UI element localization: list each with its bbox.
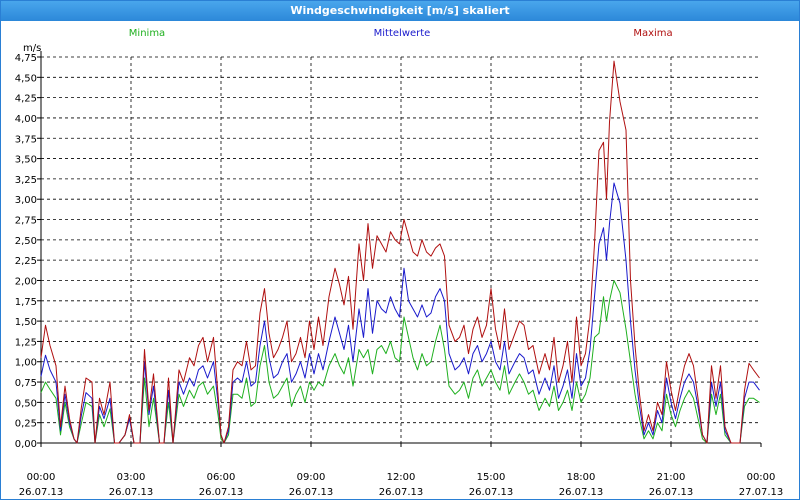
- series-line-maxima: [40, 60, 760, 444]
- y-tick-label: 2,25: [15, 256, 37, 267]
- wind-speed-chart: 0,00 0,25 0,50 0,75 1,00 1,25 1,50 1,75 2,00 2,25…: [15, 28, 784, 498]
- y-tick-label: 3,00: [15, 195, 37, 206]
- legend-entry-mittelwerte: Mittelwerte: [374, 28, 431, 39]
- y-tick-label: 0,75: [15, 378, 37, 389]
- y-tick-label: 4,50: [15, 73, 37, 84]
- x-tick-date: 26.07.13: [559, 487, 604, 498]
- x-tick-date: 26.07.13: [469, 487, 514, 498]
- axes: 0,00 0,25 0,50 0,75 1,00 1,25 1,50 1,75 2,00 2,25…: [15, 43, 784, 498]
- y-tick-label: 1,00: [15, 358, 37, 369]
- y-tick-label: 4,25: [15, 94, 37, 105]
- x-tick-time: 12:00: [387, 472, 416, 483]
- x-tick-time: 03:00: [117, 472, 146, 483]
- y-tick-label: 2,00: [15, 276, 37, 287]
- y-tick-label: 3,75: [15, 134, 37, 145]
- x-tick-date: 26.07.13: [379, 487, 424, 498]
- y-tick-label: 0,50: [15, 398, 37, 409]
- y-tick-label: 4,00: [15, 114, 37, 125]
- window-title: Windgeschwindigkeit [m/s] skaliert: [1, 1, 799, 21]
- x-tick-time: 00:00: [27, 472, 56, 483]
- x-tick-time: 18:00: [567, 472, 596, 483]
- x-tick-date: 26.07.13: [289, 487, 334, 498]
- legend-entry-minima: Minima: [129, 28, 165, 39]
- y-tick-label: 3,25: [15, 175, 37, 186]
- y-tick-label: 1,50: [15, 317, 37, 328]
- x-tick-time: 15:00: [477, 472, 506, 483]
- x-tick-time: 21:00: [657, 472, 686, 483]
- x-tick-date: 26.07.13: [649, 487, 694, 498]
- x-tick-date: 26.07.13: [109, 487, 154, 498]
- x-tick-date: 26.07.13: [19, 487, 64, 498]
- legend: Minima Mittelwerte Maxima: [129, 28, 673, 39]
- x-tick-time: 09:00: [297, 472, 326, 483]
- grid: [41, 56, 761, 444]
- series-lines: [40, 60, 760, 444]
- y-tick-label: 1,25: [15, 337, 37, 348]
- x-tick-date: 27.07.13: [739, 487, 784, 498]
- y-tick-label: 4,75: [15, 53, 37, 64]
- x-tick-time: 00:00: [747, 472, 776, 483]
- y-axis-label: m/s: [23, 43, 41, 54]
- y-tick-label: 3,50: [15, 155, 37, 166]
- y-tick-label: 0,25: [15, 419, 37, 430]
- legend-entry-maxima: Maxima: [633, 28, 672, 39]
- y-tick-label: 0,00: [15, 439, 37, 450]
- x-tick-date: 26.07.13: [199, 487, 244, 498]
- y-tick-label: 2,75: [15, 216, 37, 227]
- y-tick-label: 1,75: [15, 297, 37, 308]
- y-tick-label: 2,50: [15, 236, 37, 247]
- x-tick-time: 06:00: [207, 472, 236, 483]
